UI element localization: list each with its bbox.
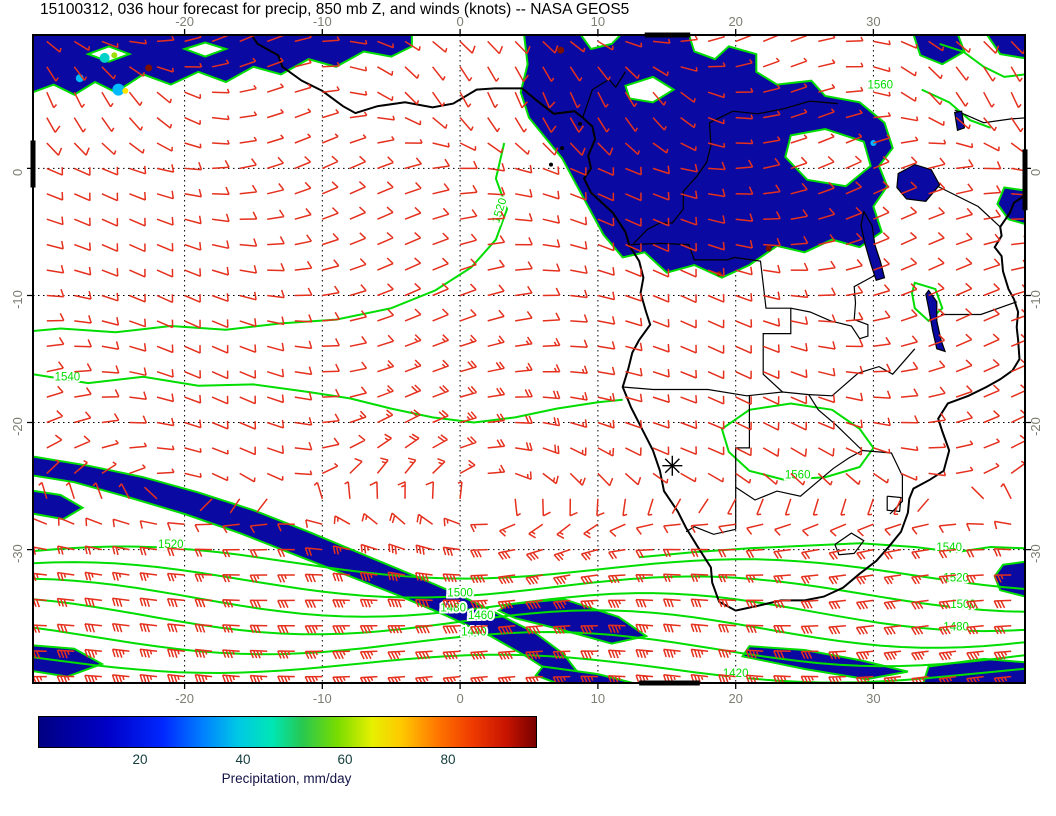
axis-tick-label: -30 [10, 544, 25, 563]
axis-tick-label: -10 [10, 290, 25, 309]
country-border [862, 449, 903, 515]
axis-ticks [27, 29, 1031, 689]
precip-region [534, 665, 637, 683]
height-contour [639, 542, 1025, 559]
height-contour [720, 402, 875, 481]
axis-tick-label: 0 [456, 14, 463, 29]
axis-tick-label: 30 [866, 691, 880, 706]
precip-max-spot [99, 52, 110, 63]
axis-tick-label: -20 [175, 14, 194, 29]
axis-tick-label: 0 [10, 169, 25, 176]
lake [896, 163, 941, 203]
precip-region [496, 598, 649, 645]
contour-label: 1480 [440, 602, 466, 614]
precip-max-spot [112, 83, 125, 96]
wind-barb-layer [33, 35, 1025, 683]
precip-region [985, 35, 1025, 60]
axis-tick-label: -10 [313, 14, 332, 29]
colorbar-tick-label: 60 [337, 752, 353, 767]
height-contour [33, 561, 1025, 613]
axis-tick-label: -20 [1028, 417, 1043, 436]
country-border [630, 242, 792, 393]
axis-tick-label: 10 [591, 14, 605, 29]
country-border [622, 386, 809, 397]
axis-tick-label: -30 [1028, 544, 1043, 563]
country-border [633, 122, 712, 244]
country-border [808, 348, 916, 397]
colorbar-tick-label: 80 [440, 752, 456, 767]
map-frame [32, 34, 1026, 684]
axis-tick-label: 20 [728, 691, 742, 706]
axis-tick-label: 10 [591, 691, 605, 706]
country-border [735, 449, 863, 501]
colorbar-label: Precipitation, mm/day [221, 771, 352, 786]
precip-region [912, 35, 966, 66]
island [560, 146, 565, 151]
precip-region [519, 35, 894, 279]
country-border [709, 100, 838, 124]
contour-label: 1500 [447, 587, 473, 599]
country-border [790, 273, 878, 340]
colorbar-tick-label: 40 [235, 752, 251, 767]
country-border [685, 526, 736, 535]
precip-max-spot [122, 87, 129, 94]
precip-region [33, 455, 580, 676]
precip-region [996, 186, 1025, 226]
height-contour [33, 373, 623, 424]
island [549, 162, 553, 167]
axis-tick-label: -20 [10, 417, 25, 436]
contour-label: 1560 [785, 469, 811, 481]
colorbar-tick-label: 20 [132, 752, 148, 767]
axis-tick-label: 30 [866, 14, 880, 29]
colorbar-gradient [38, 716, 537, 748]
precip-region [33, 35, 413, 96]
country-border [954, 109, 1025, 124]
country-border [735, 395, 750, 530]
axis-tick-label: -10 [1028, 290, 1043, 309]
island [578, 121, 582, 126]
lake [860, 209, 886, 281]
axis-tick-label: 20 [728, 14, 742, 29]
precip-max-spot [765, 245, 772, 252]
country-border [926, 180, 1001, 228]
country-border [834, 532, 865, 556]
axis-tick-label: 0 [456, 691, 463, 706]
country-border [886, 495, 902, 513]
country-border [808, 394, 863, 451]
wind-barbs [33, 35, 1025, 683]
lake [925, 289, 947, 353]
height-contour [33, 142, 509, 334]
precip-max-spot [557, 46, 565, 54]
precip-max-spot [111, 52, 118, 59]
axis-tick-label: 0 [1028, 169, 1043, 176]
plot-title: 15100312, 036 hour forecast for precip, … [40, 1, 630, 18]
axis-tick-label: -10 [313, 691, 332, 706]
map-layers [33, 35, 1025, 683]
country-border [941, 301, 1017, 316]
precip-region [33, 489, 85, 521]
forecast-map: 1520152015001500148014801460144014201540… [10, 14, 1043, 706]
contour-label: 1460 [468, 610, 494, 622]
contour-label: 1540 [55, 372, 81, 384]
axis-tick-label: -20 [175, 691, 194, 706]
contour-label: 1560 [868, 79, 894, 91]
precip-max-spot [145, 64, 153, 72]
location-marker [662, 455, 683, 476]
